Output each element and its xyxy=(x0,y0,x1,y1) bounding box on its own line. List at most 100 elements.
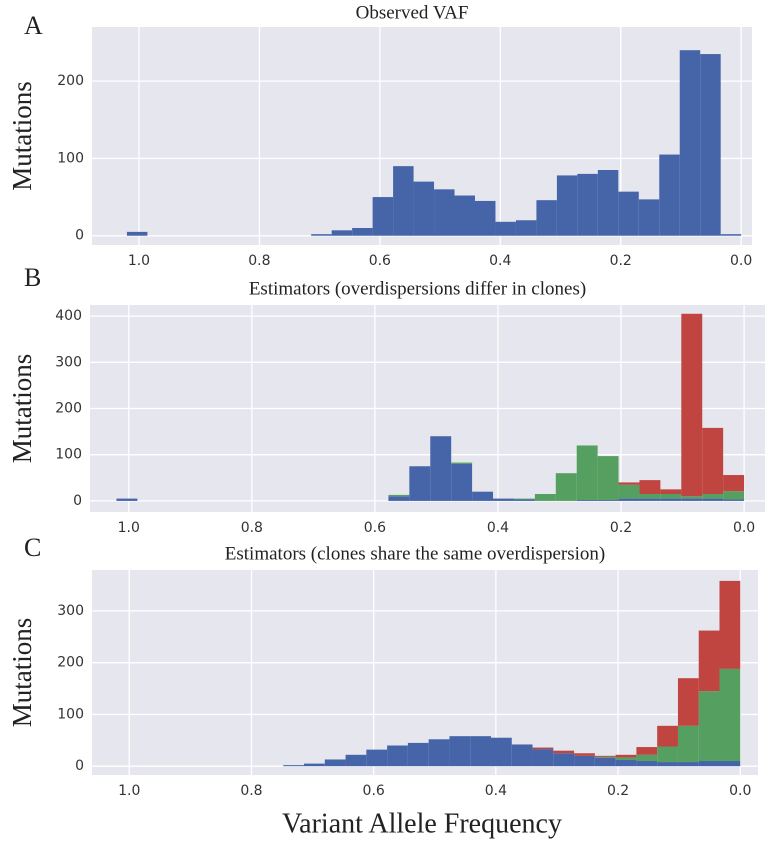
plot-background xyxy=(92,570,758,775)
bar xyxy=(677,762,699,767)
x-tick-label: 1.0 xyxy=(118,783,140,799)
y-tick-label: 300 xyxy=(55,354,82,370)
bar xyxy=(532,747,554,750)
bar xyxy=(681,496,703,499)
bar xyxy=(430,436,452,501)
x-tick-label: 0.0 xyxy=(729,783,751,799)
x-tick-label: 0.6 xyxy=(364,520,386,536)
bar xyxy=(311,234,332,236)
bar xyxy=(615,754,637,758)
y-tick-label: 200 xyxy=(57,73,84,89)
x-tick-label: 0.8 xyxy=(248,253,270,269)
x-tick-label: 0.0 xyxy=(733,520,755,536)
bar xyxy=(660,489,682,494)
bar xyxy=(434,189,455,236)
x-tick-label: 1.0 xyxy=(118,520,140,536)
bar xyxy=(700,54,721,236)
bar xyxy=(472,491,494,501)
bar xyxy=(576,499,598,501)
bar xyxy=(636,761,658,767)
bar xyxy=(511,744,533,767)
bar xyxy=(126,231,148,236)
bar xyxy=(698,761,720,767)
panel-label: B xyxy=(24,263,41,292)
bar xyxy=(660,498,682,501)
bar xyxy=(657,762,678,767)
bar xyxy=(618,191,639,236)
panel-label: A xyxy=(24,11,43,40)
y-tick-label: 300 xyxy=(57,603,84,619)
bar xyxy=(331,230,353,236)
bar xyxy=(534,493,556,501)
bar xyxy=(449,736,471,767)
chart-title: Estimators (overdispersions differ in cl… xyxy=(249,278,586,299)
bar xyxy=(679,50,701,236)
bar xyxy=(594,757,616,767)
bar xyxy=(283,765,305,767)
bar xyxy=(407,742,429,767)
bar xyxy=(719,580,741,669)
bar xyxy=(659,154,680,236)
bar xyxy=(677,678,699,726)
chart-title: Estimators (clones share the same overdi… xyxy=(225,543,605,564)
bar xyxy=(116,498,138,501)
x-tick-label: 0.2 xyxy=(607,783,629,799)
bar xyxy=(702,427,724,494)
bar xyxy=(576,445,598,500)
bar xyxy=(474,200,496,236)
bar xyxy=(556,175,578,236)
bar xyxy=(352,227,373,236)
y-tick-label: 100 xyxy=(55,447,82,463)
bar xyxy=(638,199,660,236)
bar xyxy=(388,496,410,501)
bar xyxy=(636,747,658,755)
bar xyxy=(657,725,678,747)
bar xyxy=(495,221,516,236)
bar xyxy=(681,498,703,501)
bar xyxy=(660,493,682,499)
bar xyxy=(555,473,577,501)
bar xyxy=(451,463,473,501)
y-axis-label: Mutations xyxy=(7,81,37,191)
bar xyxy=(454,195,475,236)
bar xyxy=(594,755,616,757)
bar xyxy=(532,749,554,767)
bar xyxy=(304,763,325,767)
bar xyxy=(597,456,619,500)
bar xyxy=(639,480,661,494)
y-tick-label: 200 xyxy=(55,401,82,417)
bar xyxy=(698,691,720,762)
y-tick-label: 0 xyxy=(75,228,84,244)
bar xyxy=(574,755,595,767)
x-tick-label: 0.6 xyxy=(369,253,391,269)
bar xyxy=(515,220,537,236)
bar xyxy=(636,754,658,762)
bar xyxy=(597,170,619,236)
y-tick-label: 0 xyxy=(75,758,84,774)
bar xyxy=(618,484,640,499)
bar xyxy=(372,197,394,236)
x-tick-label: 1.0 xyxy=(128,253,150,269)
bar xyxy=(493,498,514,501)
x-tick-label: 0.8 xyxy=(241,520,263,536)
bar xyxy=(553,753,575,767)
x-tick-label: 0.2 xyxy=(610,520,632,536)
y-axis-label: Mutations xyxy=(7,618,37,728)
bar xyxy=(594,756,616,758)
bar xyxy=(577,173,598,236)
bar xyxy=(574,753,595,756)
bar xyxy=(470,736,491,767)
bar xyxy=(618,482,640,485)
bar xyxy=(388,494,410,497)
bar xyxy=(615,759,637,767)
bar xyxy=(702,493,724,499)
x-tick-label: 0.0 xyxy=(730,253,752,269)
bar xyxy=(536,200,557,236)
chart-title: Observed VAF xyxy=(356,2,469,23)
x-tick-label: 0.2 xyxy=(610,253,632,269)
bar xyxy=(490,737,512,767)
y-tick-label: 200 xyxy=(57,655,84,671)
y-axis-label: Mutations xyxy=(7,354,37,464)
y-tick-label: 100 xyxy=(57,706,84,722)
